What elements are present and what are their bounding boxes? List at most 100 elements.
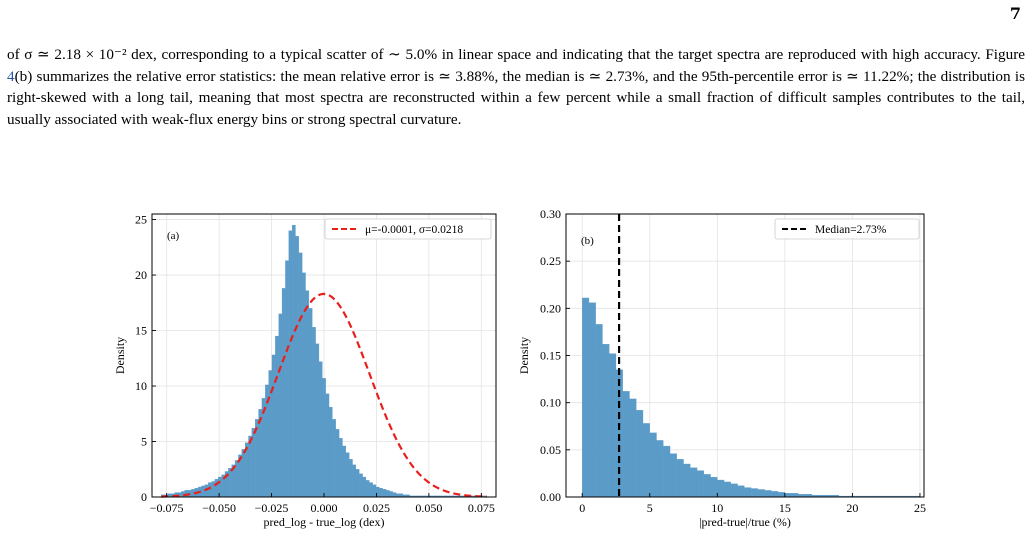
x-axis-label: pred_log - true_log (dex) [264, 515, 385, 529]
panel-label: (a) [167, 230, 180, 242]
y-tick-label: 0.10 [540, 396, 561, 410]
histogram-bar [690, 467, 698, 498]
histogram-bar [629, 398, 637, 498]
histogram-bar [582, 297, 590, 498]
histogram-bar [328, 406, 333, 498]
histogram-bar [315, 343, 320, 498]
y-tick-label: 0.05 [540, 443, 561, 457]
paragraph-text-start: of σ ≃ 2.18 × 10⁻² dex, corresponding to… [7, 46, 1025, 63]
histogram-bar [281, 288, 286, 498]
y-tick-label: 5 [141, 435, 147, 449]
x-tick-label: 0.025 [363, 501, 390, 515]
figure-reference-link[interactable]: 4 [7, 67, 15, 85]
legend-box [774, 218, 920, 240]
histogram-bar [355, 469, 360, 498]
x-tick-label: 15 [779, 501, 791, 515]
histogram-bar [379, 487, 383, 498]
y-tick-label: 0.25 [540, 254, 561, 268]
chart-panel-a: −0.075 −0.050 −0.025 0.000 0.025 0.050 0.075 0 5… [113, 213, 497, 529]
histogram-bar [298, 252, 303, 498]
histogram-bar [389, 491, 393, 498]
histogram-bar [369, 482, 373, 498]
histogram-bar [359, 473, 363, 498]
x-tick-label: 25 [914, 501, 926, 515]
histogram-bar [764, 490, 772, 498]
histogram-bar [302, 272, 306, 498]
y-tick-label: 0.15 [540, 349, 561, 363]
histogram-bar [636, 410, 644, 498]
x-tick-label: 0.050 [415, 501, 442, 515]
histogram-bar [325, 393, 330, 498]
histogram-bar [385, 490, 390, 498]
histogram-bar [676, 459, 684, 498]
legend-box [324, 218, 492, 240]
histogram-bar [275, 335, 279, 498]
legend-label: μ=-0.0001, σ=0.0218 [365, 224, 463, 236]
histogram-bar [278, 313, 283, 498]
y-tick-label: 0.30 [540, 207, 561, 221]
histogram-bar [392, 492, 397, 498]
chart-panel-b: 0 5 10 15 20 25 0.00 0.05 0.10 0.15 0.20 0.25 0.30 |p… [517, 207, 926, 529]
histogram-bar [642, 423, 650, 498]
histogram-bar [308, 308, 313, 498]
histogram-bar [703, 474, 711, 498]
y-tick-label: 0.00 [540, 490, 561, 504]
histogram-bar [710, 477, 718, 498]
histogram-bar [784, 493, 792, 498]
histogram-bar [683, 463, 691, 498]
histogram-bar [352, 464, 357, 498]
histogram-bar [777, 492, 786, 498]
histogram-bar [737, 485, 745, 498]
x-tick-label: 5 [647, 501, 653, 515]
histogram-bar [228, 467, 232, 498]
histogram-bar [609, 353, 617, 498]
histogram-bar [288, 230, 293, 498]
legend-label: Median=2.73% [815, 224, 887, 236]
y-tick-label: 15 [135, 324, 147, 338]
histogram-bar [696, 470, 704, 498]
histogram-bar [649, 432, 657, 498]
panel-label: (b) [581, 235, 594, 247]
histogram-bar [382, 489, 387, 498]
histogram-bar [248, 435, 252, 498]
histogram-bar [744, 487, 752, 498]
y-axis-label: Density [113, 337, 127, 374]
paragraph-text-end: (b) summarizes the relative error statis… [7, 67, 1025, 128]
y-tick-label: 0 [141, 490, 147, 504]
histogram-bar [342, 445, 346, 498]
histogram-bar [295, 236, 299, 498]
histogram-bar [345, 452, 350, 498]
histogram-bar [615, 369, 623, 498]
y-tick-label: 25 [135, 213, 147, 227]
histogram-bar [332, 419, 336, 498]
histogram-bar [663, 445, 671, 498]
histogram-bar [791, 493, 799, 498]
x-tick-label: 0.000 [311, 501, 338, 515]
y-tick-label: 20 [135, 268, 147, 282]
histogram-bar [362, 476, 367, 498]
histogram-bar [201, 485, 206, 498]
x-axis-label: |pred-true|/true (%) [699, 515, 791, 529]
x-tick-label: 0.075 [468, 501, 495, 515]
y-tick-label: 0.20 [540, 301, 561, 315]
histogram-bar [285, 260, 289, 498]
histogram-bar [717, 479, 725, 498]
histogram-bar [312, 327, 316, 498]
histogram-bar [271, 354, 276, 498]
x-tick-label: 20 [846, 501, 858, 515]
x-tick-label: −0.075 [150, 501, 184, 515]
histogram-bar [305, 290, 310, 498]
body-paragraph: of σ ≃ 2.18 × 10⁻² dex, corresponding to… [7, 44, 1025, 130]
x-tick-label: 0 [579, 501, 585, 515]
histogram-bar [750, 488, 758, 498]
page-number: 7 [1009, 4, 1021, 23]
histogram-bar [372, 484, 377, 498]
histogram-bar [669, 453, 677, 498]
histogram-bar [335, 429, 340, 498]
histogram-bar [595, 324, 603, 498]
histogram-bar [318, 361, 323, 498]
histogram-bar [656, 440, 664, 498]
x-tick-label: −0.025 [255, 501, 289, 515]
y-tick-label: 10 [135, 379, 147, 393]
